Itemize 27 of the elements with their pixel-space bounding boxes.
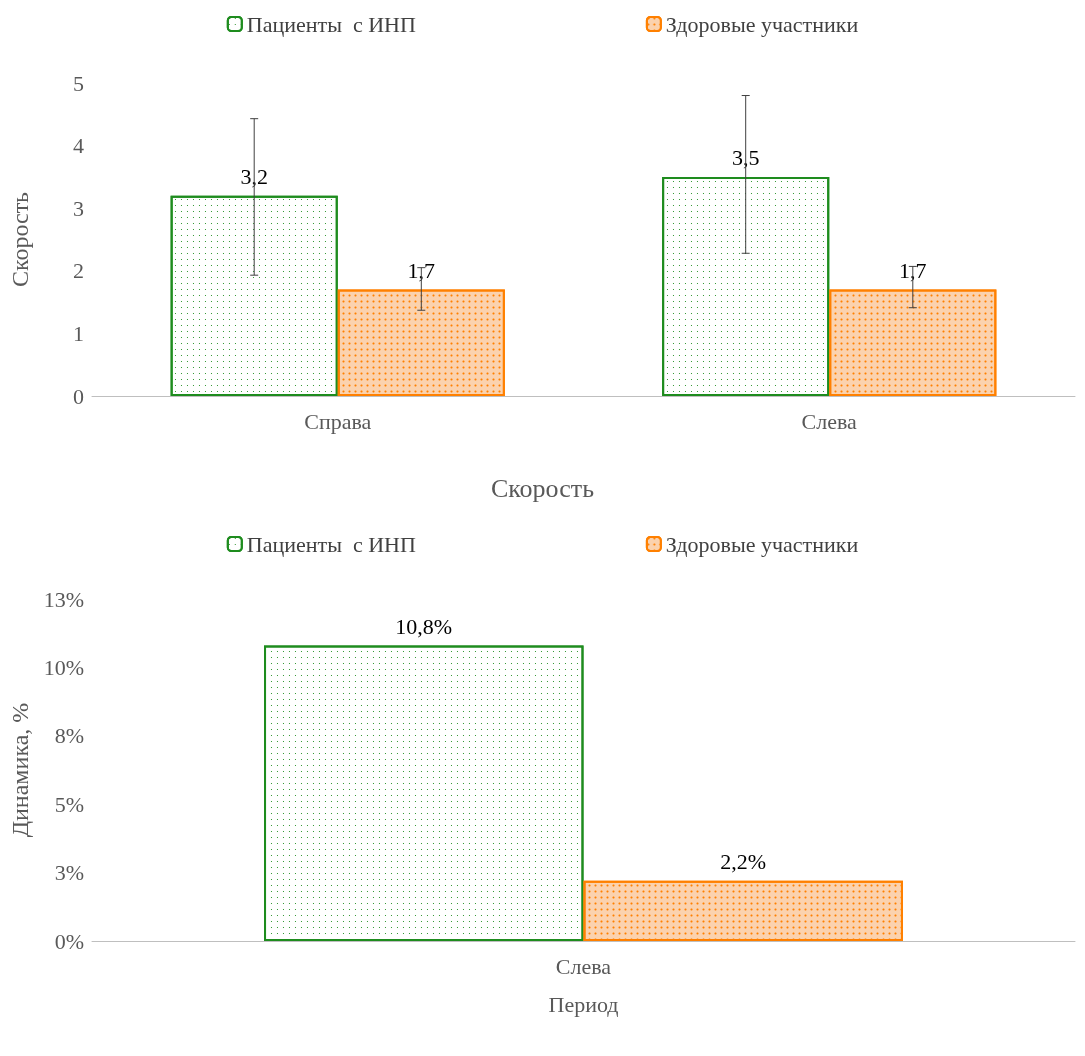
y-tick-label: 2 xyxy=(73,258,84,284)
y-tick-label: 4 xyxy=(73,133,84,159)
y-tick-label: 10% xyxy=(43,654,84,680)
y-tick-label: 5% xyxy=(54,791,84,817)
legend-label: Пациенты с ИНП xyxy=(246,531,416,557)
y-tick-label: 1 xyxy=(73,320,84,346)
data-label: 3,2 xyxy=(240,164,268,190)
y-tick-label: 13% xyxy=(43,586,84,612)
data-label: 2,2% xyxy=(720,849,767,875)
y-axis-title: Скорость xyxy=(7,191,33,288)
y-tick-label: 8% xyxy=(54,723,84,749)
legend-label: Здоровые участники xyxy=(665,11,859,37)
y-tick-label: 5 xyxy=(73,70,84,96)
x-tick-label: Справа xyxy=(304,408,372,434)
legend-label: Пациенты с ИНП xyxy=(246,11,416,37)
chart-title: Скорость xyxy=(490,473,595,503)
data-label: 10,8% xyxy=(395,614,453,640)
y-axis-title: Динамика, % xyxy=(7,702,33,838)
y-tick-label: 0 xyxy=(73,383,84,409)
x-tick-label: Слева xyxy=(801,408,858,434)
y-tick-label: 3% xyxy=(54,860,84,886)
x-axis-title: Период xyxy=(548,991,619,1017)
y-tick-label: 3 xyxy=(73,195,84,221)
x-tick-label: Слева xyxy=(555,953,612,979)
data-label: 1,7 xyxy=(899,258,927,284)
legend-label: Здоровые участники xyxy=(665,531,859,557)
y-tick-label: 0% xyxy=(54,928,84,954)
